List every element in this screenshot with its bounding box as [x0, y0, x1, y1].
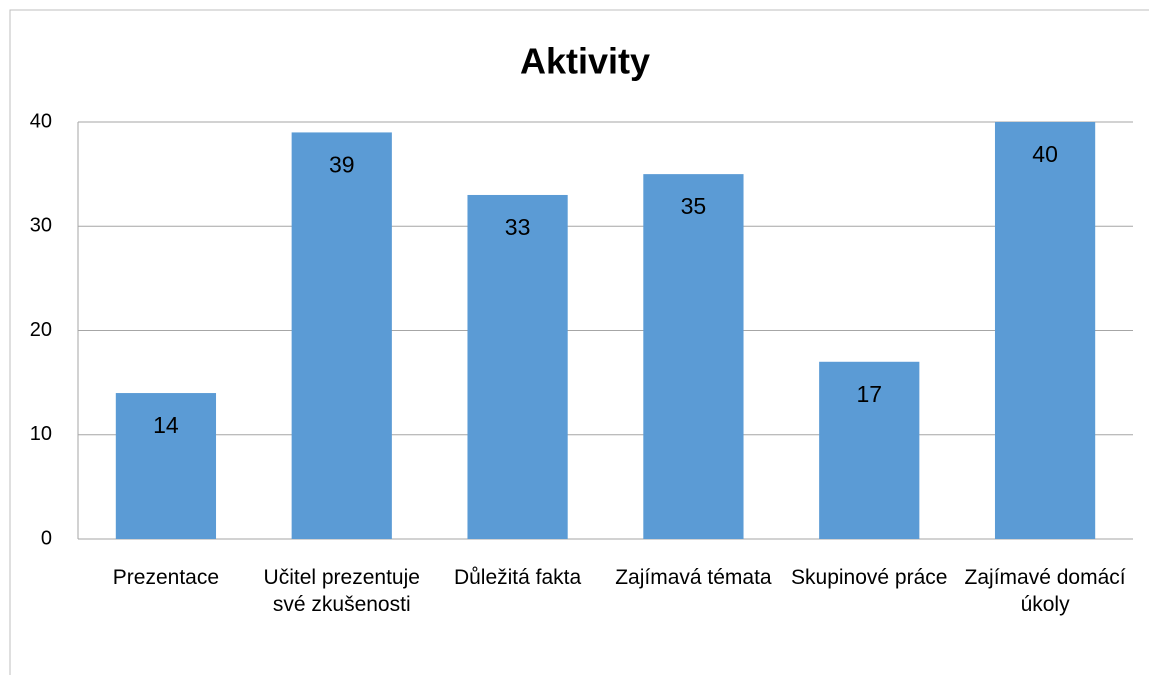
data-label: 14	[153, 412, 179, 438]
x-tick-label: Zajímavá témata	[615, 566, 772, 589]
chart-title: Aktivity	[520, 41, 650, 82]
bar	[467, 194, 568, 539]
x-tick-label: Učitel prezentuje své zkušenosti	[263, 566, 420, 616]
y-tick-label: 0	[41, 527, 52, 549]
data-label: 35	[681, 193, 707, 219]
x-tick-label: Zajímavé domácí úkoly	[964, 566, 1126, 616]
y-tick-label: 20	[30, 319, 52, 341]
bar	[643, 174, 744, 539]
x-tick-label: Prezentace	[112, 566, 220, 589]
x-tick-label: Důležitá fakta	[453, 566, 582, 589]
bar	[994, 122, 1096, 539]
bar	[115, 393, 217, 539]
y-tick-label: 40	[30, 110, 52, 132]
data-label: 17	[856, 381, 882, 407]
data-label: 33	[505, 214, 531, 240]
bar	[819, 361, 920, 539]
x-tick-label: Skupinové práce	[791, 566, 948, 589]
data-label: 39	[329, 152, 355, 178]
chart-border	[9, 9, 1149, 675]
y-tick-label: 10	[30, 423, 52, 445]
y-tick-label: 30	[30, 215, 52, 237]
data-label: 40	[1032, 141, 1058, 167]
bar	[291, 132, 392, 540]
